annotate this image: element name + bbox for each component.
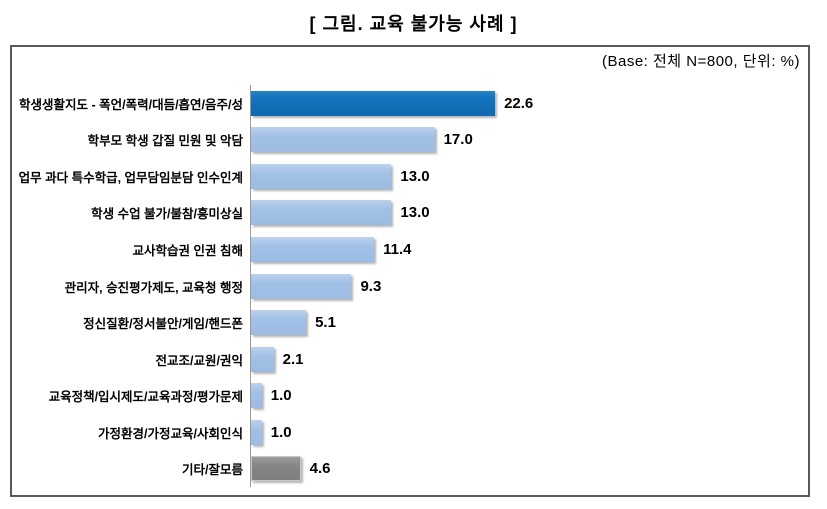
bar-value-label: 9.3	[360, 277, 382, 295]
bar-category-label: 업무 과다 특수학급, 업무담임분담 인수인계	[18, 170, 243, 185]
bar-value-label: 1.0	[270, 387, 292, 405]
bar	[251, 163, 392, 189]
bar-category-label: 정신질환/정서불안/게임/핸드폰	[83, 317, 243, 332]
bar-category-label: 교육정책/입시제도/교육과정/평가문제	[48, 390, 243, 405]
bar-value-label: 2.1	[282, 350, 304, 368]
bar-value-label: 13.0	[400, 167, 430, 185]
bar-category-label: 관리자, 승진평가제도, 교육청 행정	[64, 280, 243, 295]
bar-row: 교사학습권 인권 침해 11.4	[18, 231, 802, 268]
bar-value-label: 22.6	[504, 94, 534, 112]
bar-row: 학생 수업 불가/불참/흥미상실 13.0	[18, 194, 802, 232]
bar-cell: 9.3	[250, 267, 802, 305]
bar-row: 가정환경/가정교육/사회인식 1.0	[18, 413, 802, 451]
bar-category-label: 학생 수업 불가/불참/흥미상실	[91, 207, 243, 222]
bar-cell: 13.0	[250, 194, 802, 232]
bar-value-label: 4.6	[309, 460, 331, 478]
bar-cell: 17.0	[250, 121, 802, 159]
bar	[251, 90, 496, 116]
chart-frame: (Base: 전체 N=800, 단위: %) 학생생활지도 - 폭언/폭력/대…	[10, 45, 810, 497]
bar	[251, 200, 392, 226]
bar-value-label: 1.0	[270, 423, 292, 441]
bar-category-label: 학부모 학생 갑질 민원 및 악담	[87, 134, 243, 149]
bar-row: 관리자, 승진평가제도, 교육청 행정 9.3	[18, 267, 802, 305]
bar-row: 정신질환/정서불안/게임/핸드폰 5.1	[18, 304, 802, 341]
bar	[251, 310, 307, 336]
bar-row: 전교조/교원/권익 2.1	[18, 340, 802, 378]
bar	[251, 273, 352, 299]
bar-cell: 11.4	[250, 231, 802, 268]
bar-row: 교육정책/입시제도/교육과정/평가문제 1.0	[18, 377, 802, 414]
bar-row: 기타/잘모름 4.6	[18, 450, 802, 488]
bar-category-label: 교사학습권 인권 침해	[132, 243, 243, 258]
bar-value-label: 5.1	[315, 314, 336, 332]
bar	[251, 456, 301, 482]
bar-cell: 1.0	[250, 377, 802, 414]
bar-row: 학부모 학생 갑질 민원 및 악담 17.0	[18, 121, 802, 159]
bar-rows: 학생생활지도 - 폭언/폭력/대듬/흡연/음주/성 22.6 학부모 학생 갑질 민…	[18, 85, 802, 488]
bar-cell: 5.1	[250, 304, 802, 341]
base-note: (Base: 전체 N=800, 단위: %)	[601, 53, 800, 70]
bar-category-label: 전교조/교원/권익	[155, 353, 243, 368]
bar-cell: 1.0	[250, 413, 802, 451]
bar	[251, 419, 262, 445]
bar	[251, 383, 262, 409]
bar-category-label: 가정환경/가정교육/사회인식	[98, 426, 243, 441]
bar-value-label: 17.0	[443, 131, 473, 149]
bar-cell: 22.6	[250, 85, 802, 122]
bar-cell: 13.0	[250, 158, 802, 195]
bar-category-label: 학생생활지도 - 폭언/폭력/대듬/흡연/음주/성	[19, 97, 243, 112]
bar-cell: 4.6	[250, 450, 802, 488]
chart-title: [ 그림. 교육 불가능 사례 ]	[309, 14, 518, 34]
bar-category-label: 기타/잘모름	[182, 463, 243, 478]
bar-value-label: 11.4	[383, 240, 412, 258]
bar-row: 학생생활지도 - 폭언/폭력/대듬/흡연/음주/성 22.6	[18, 85, 802, 122]
bar-row: 업무 과다 특수학급, 업무담임분담 인수인계 13.0	[18, 158, 802, 195]
bar-value-label: 13.0	[400, 204, 430, 222]
bar-cell: 2.1	[250, 340, 802, 378]
bar	[251, 127, 435, 153]
bar	[251, 346, 274, 372]
bar	[251, 236, 375, 262]
